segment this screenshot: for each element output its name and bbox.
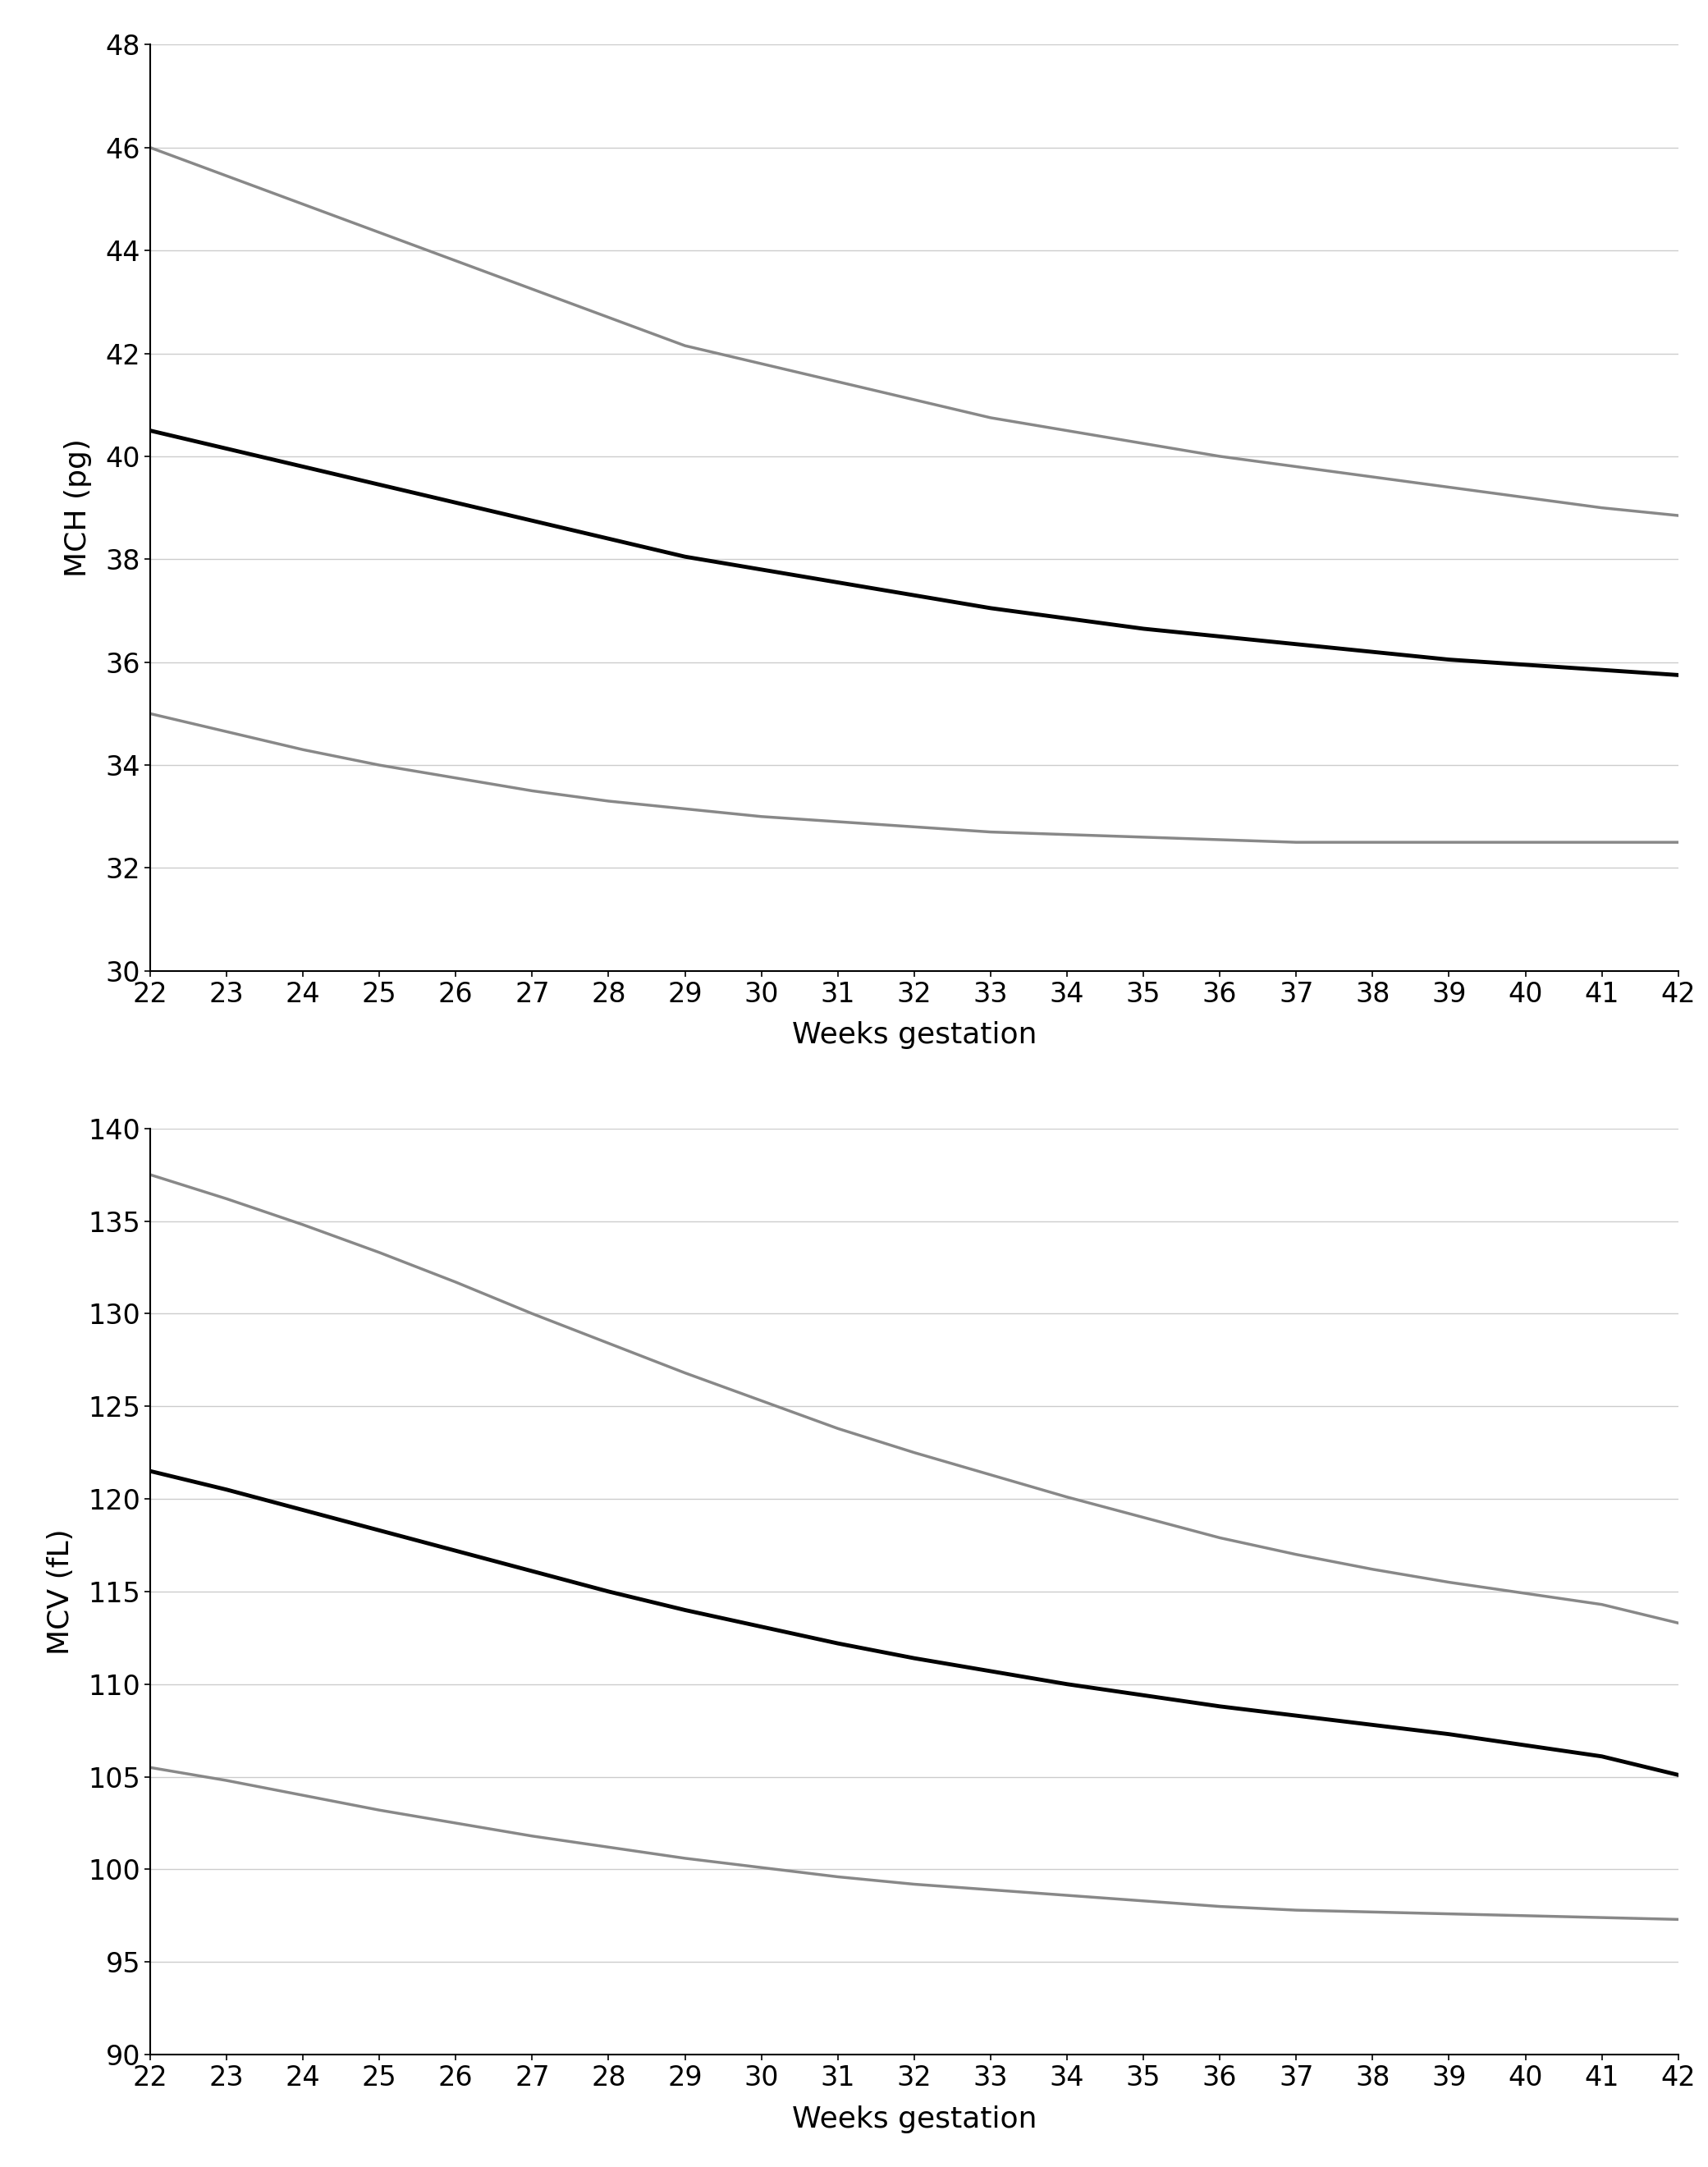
X-axis label: Weeks gestation: Weeks gestation <box>793 1021 1037 1049</box>
X-axis label: Weeks gestation: Weeks gestation <box>793 2104 1037 2132</box>
Y-axis label: MCV (fL): MCV (fL) <box>46 1528 75 1656</box>
Y-axis label: MCH (pg): MCH (pg) <box>63 438 92 576</box>
